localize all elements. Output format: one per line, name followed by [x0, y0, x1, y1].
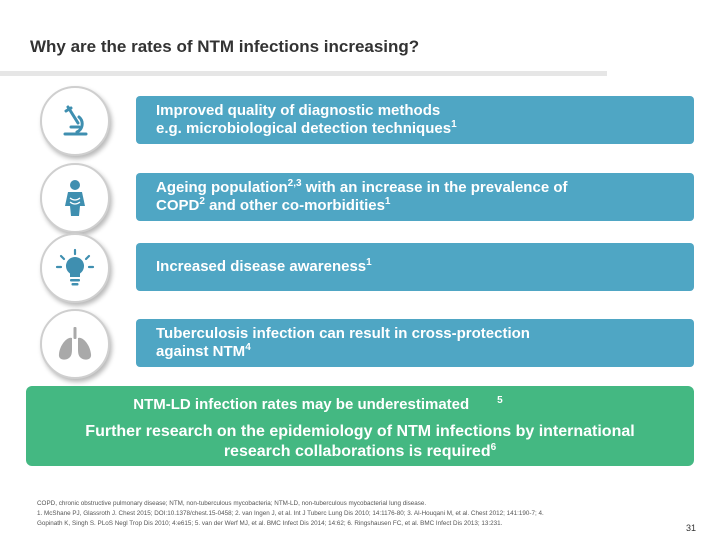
reason-line: Increased disease awareness: [156, 258, 367, 275]
reason-line: against NTM: [156, 343, 246, 360]
reason-bar: Tuberculosis infection can result in cro…: [136, 319, 694, 367]
reference-marker: 6: [490, 442, 497, 453]
reason-line: COPD: [156, 197, 200, 214]
reason-row-ageing: Ageing population2,3 with an increase in…: [0, 161, 720, 233]
reason-bar: Increased disease awareness1: [136, 243, 694, 291]
icon-badge: [40, 163, 110, 233]
reason-text: Tuberculosis infection can result in cro…: [156, 325, 684, 361]
reason-line: Improved quality of diagnostic methods: [156, 102, 441, 119]
conclusion-headline: NTM-LD infection rates may be underestim…: [26, 395, 694, 415]
reference-marker: 1: [384, 196, 391, 207]
conclusion-text: NTM-LD infection rates may be underestim…: [133, 396, 470, 413]
reference-marker: 4: [245, 342, 251, 353]
reason-line: e.g. microbiological detection technique…: [156, 120, 452, 137]
conclusion-body: Further research on the epidemiology of …: [36, 422, 684, 462]
reference-marker: 5: [497, 395, 503, 406]
abbreviations-footnote: COPD, chronic obstructive pulmonary dise…: [37, 500, 427, 507]
lungs-icon: [58, 327, 92, 360]
icon-badge: [40, 86, 110, 156]
reason-line: Ageing population: [156, 179, 288, 196]
page-number: 31: [685, 523, 696, 533]
microscope-icon: [63, 105, 88, 136]
reason-line: and other co-morbidities: [204, 197, 385, 214]
references-footnote: Gopinath K, Singh S. PLoS Negl Trop Dis …: [37, 520, 503, 527]
icon-badge: [40, 233, 110, 303]
reference-marker: 2,3: [287, 178, 302, 189]
reason-line: Tuberculosis infection can result in cro…: [156, 325, 530, 342]
reference-marker: 1: [451, 119, 457, 130]
reason-text: Ageing population2,3 with an increase in…: [156, 179, 684, 215]
elderly-person-icon: [65, 180, 85, 216]
reference-marker: 1: [366, 257, 372, 268]
reason-bar: Ageing population2,3 with an increase in…: [136, 173, 694, 221]
reason-row-awareness: Increased disease awareness1: [0, 231, 720, 303]
reason-row-diagnostics: Improved quality of diagnostic methods e…: [0, 84, 720, 156]
conclusion-text: Further research on the epidemiology of …: [85, 423, 635, 440]
conclusion-text: research collaborations is required: [223, 443, 491, 460]
reason-text: Improved quality of diagnostic methods e…: [156, 102, 684, 138]
title-divider: [0, 71, 607, 76]
icon-badge: [40, 309, 110, 379]
conclusion-box: NTM-LD infection rates may be underestim…: [26, 386, 694, 466]
slide-title: Why are the rates of NTM infections incr…: [30, 37, 420, 56]
lightbulb-icon: [55, 248, 95, 286]
references-footnote: 1. McShane PJ, Glassroth J. Chest 2015; …: [37, 510, 544, 517]
reason-row-tuberculosis: Tuberculosis infection can result in cro…: [0, 307, 720, 379]
reason-text: Increased disease awareness1: [156, 258, 684, 276]
reference-marker: 2: [199, 196, 205, 207]
reason-line: with an increase in the prevalence of: [301, 179, 568, 196]
reason-bar: Improved quality of diagnostic methods e…: [136, 96, 694, 144]
footnotes: COPD, chronic obstructive pulmonary dise…: [37, 499, 677, 529]
